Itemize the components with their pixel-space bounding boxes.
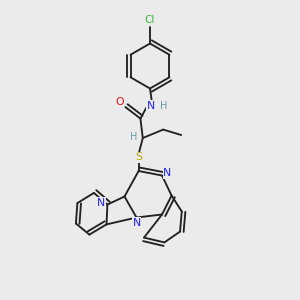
Text: Cl: Cl [145,15,155,26]
Text: N: N [132,218,141,228]
Text: S: S [135,152,142,163]
Text: N: N [163,168,172,178]
Text: H: H [160,100,168,111]
Text: O: O [115,97,124,107]
Text: N: N [146,100,155,111]
Text: H: H [130,131,137,142]
Text: N: N [97,198,105,208]
